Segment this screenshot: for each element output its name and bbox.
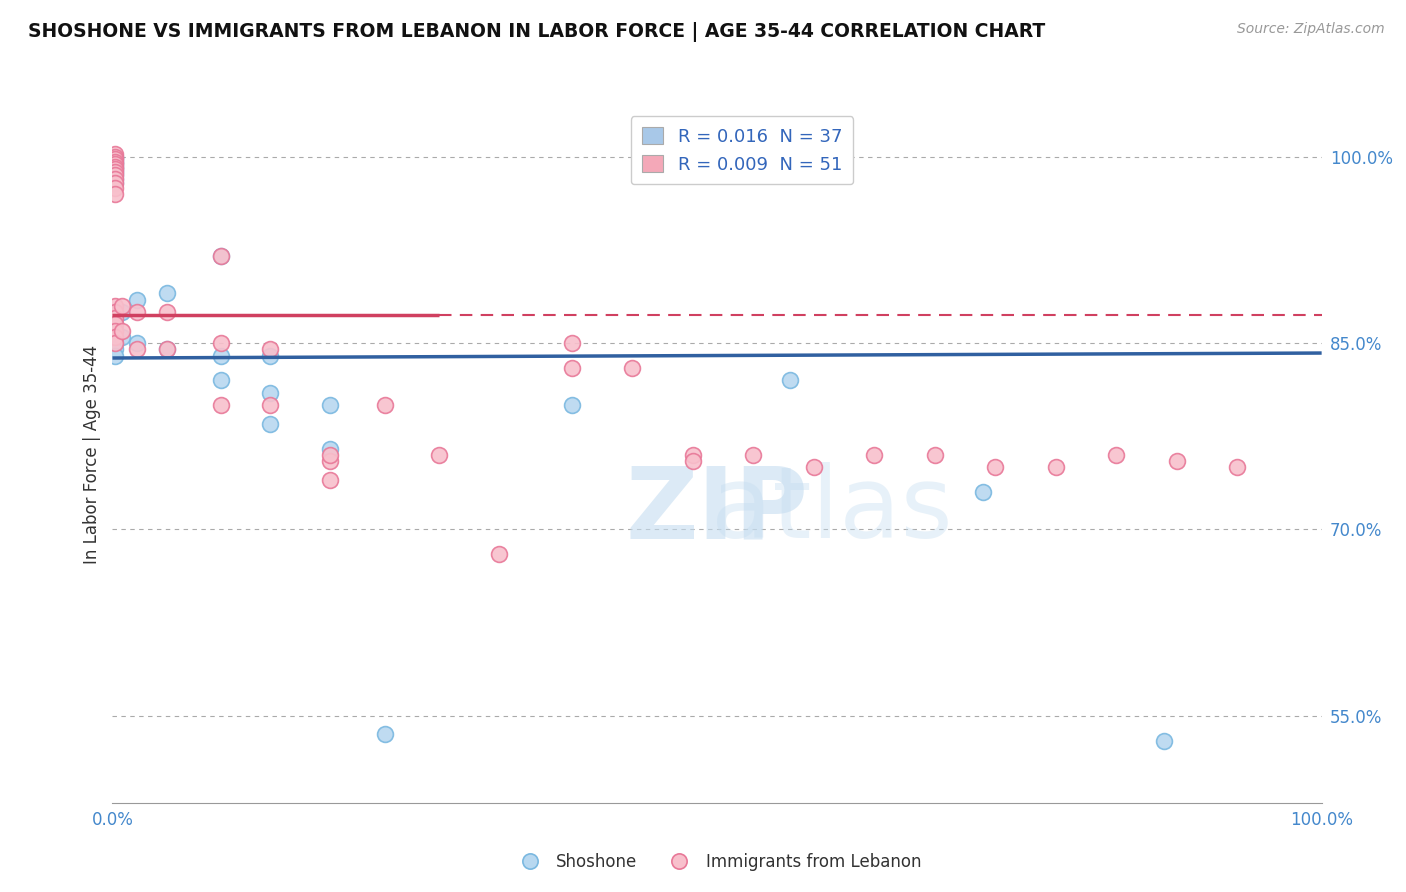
Point: [104, 330, 127, 344]
Point: [104, 318, 127, 332]
Point: [104, 343, 127, 357]
Point: [104, 305, 127, 319]
Point: [561, 361, 583, 376]
Point: [156, 286, 179, 301]
Point: [156, 343, 179, 357]
Point: [427, 448, 450, 462]
Text: SHOSHONE VS IMMIGRANTS FROM LEBANON IN LABOR FORCE | AGE 35-44 CORRELATION CHART: SHOSHONE VS IMMIGRANTS FROM LEBANON IN L…: [28, 22, 1046, 42]
Point: [104, 164, 127, 178]
Point: [104, 336, 127, 351]
Point: [104, 150, 127, 164]
Point: [104, 147, 127, 161]
Point: [1105, 448, 1128, 462]
Point: [259, 417, 281, 431]
Point: [104, 172, 127, 186]
Point: [259, 398, 281, 412]
Point: [209, 249, 232, 263]
Point: [125, 293, 148, 307]
Point: [104, 324, 127, 338]
Point: [488, 547, 510, 561]
Point: [111, 305, 134, 319]
Point: [125, 336, 148, 351]
Point: [104, 311, 127, 326]
Point: [209, 336, 232, 351]
Point: [104, 330, 127, 344]
Text: atlas: atlas: [711, 462, 953, 559]
Point: [319, 398, 342, 412]
Point: [156, 305, 179, 319]
Point: [104, 160, 127, 174]
Point: [104, 157, 127, 171]
Point: [209, 349, 232, 363]
Point: [209, 373, 232, 387]
Point: [1226, 460, 1249, 475]
Point: [319, 442, 342, 456]
Point: [104, 154, 127, 169]
Point: [1153, 733, 1175, 747]
Legend: Shoshone, Immigrants from Lebanon: Shoshone, Immigrants from Lebanon: [506, 847, 928, 878]
Y-axis label: In Labor Force | Age 35-44: In Labor Force | Age 35-44: [83, 345, 101, 565]
Point: [104, 162, 127, 177]
Text: Source: ZipAtlas.com: Source: ZipAtlas.com: [1237, 22, 1385, 37]
Point: [561, 336, 583, 351]
Point: [863, 448, 886, 462]
Point: [803, 460, 825, 475]
Point: [111, 330, 134, 344]
Point: [682, 454, 704, 468]
Point: [259, 385, 281, 400]
Point: [104, 299, 127, 313]
Point: [104, 157, 127, 171]
Text: ZIP: ZIP: [626, 462, 808, 559]
Point: [779, 373, 801, 387]
Point: [104, 160, 127, 174]
Point: [104, 153, 127, 167]
Point: [209, 398, 232, 412]
Point: [111, 299, 134, 313]
Point: [1166, 454, 1188, 468]
Point: [104, 153, 127, 167]
Point: [972, 485, 994, 500]
Point: [319, 448, 342, 462]
Point: [621, 361, 644, 376]
Point: [561, 398, 583, 412]
Point: [104, 150, 127, 164]
Point: [984, 460, 1007, 475]
Point: [156, 343, 179, 357]
Point: [104, 324, 127, 338]
Point: [104, 169, 127, 183]
Point: [104, 169, 127, 183]
Point: [319, 454, 342, 468]
Point: [104, 336, 127, 351]
Point: [104, 154, 127, 169]
Point: [104, 176, 127, 190]
Point: [682, 448, 704, 462]
Point: [125, 343, 148, 357]
Point: [1045, 460, 1067, 475]
Point: [259, 343, 281, 357]
Point: [104, 349, 127, 363]
Point: [104, 311, 127, 326]
Point: [104, 172, 127, 186]
Point: [104, 318, 127, 332]
Point: [104, 176, 127, 190]
Point: [104, 305, 127, 319]
Point: [125, 305, 148, 319]
Point: [374, 727, 396, 741]
Point: [104, 181, 127, 195]
Point: [104, 162, 127, 177]
Point: [742, 448, 765, 462]
Point: [104, 164, 127, 178]
Point: [104, 187, 127, 202]
Point: [259, 349, 281, 363]
Point: [374, 398, 396, 412]
Point: [319, 473, 342, 487]
Point: [209, 249, 232, 263]
Point: [924, 448, 946, 462]
Point: [111, 324, 134, 338]
